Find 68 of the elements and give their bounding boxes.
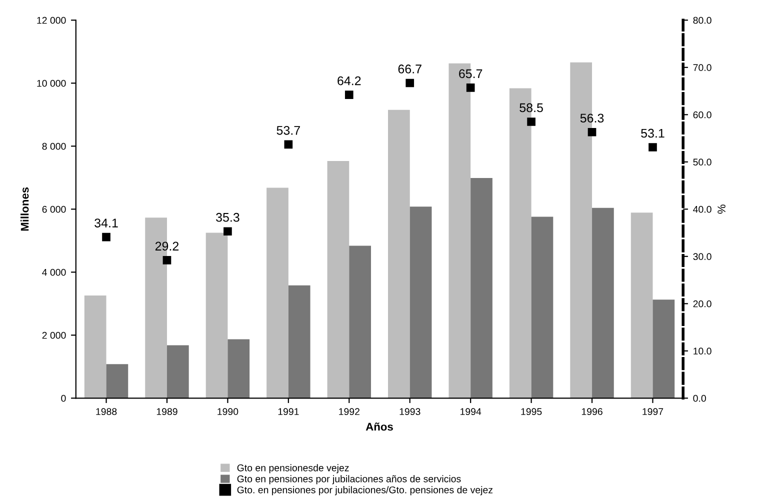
x-tick-label: 1994 — [460, 408, 482, 416]
y-tick-label: 4 000 — [42, 268, 66, 276]
x-tick-label: 1988 — [96, 408, 117, 416]
x-tick-label: 1991 — [278, 408, 299, 416]
x-tick-label: 1996 — [582, 408, 602, 416]
bar — [266, 188, 288, 398]
y2-tick-label: 30.0 — [693, 253, 712, 260]
bar — [630, 212, 653, 398]
point — [588, 128, 596, 136]
bar — [228, 339, 250, 398]
point — [466, 84, 475, 92]
y2-tick-label: 70.0 — [693, 64, 712, 72]
bar — [166, 345, 189, 398]
y-tick-label: 6 000 — [42, 206, 66, 213]
legend-label: Gto en pensionesde vejez — [237, 464, 349, 474]
point — [648, 143, 657, 152]
y-tick-label: 10 000 — [37, 80, 66, 87]
y2-tick-label: 20.0 — [693, 300, 712, 308]
bar — [388, 110, 410, 398]
bar — [531, 216, 554, 398]
bar — [327, 160, 350, 398]
point — [406, 78, 414, 88]
y-tick-label: 12 000 — [37, 16, 66, 24]
data-label: 53.1 — [641, 128, 664, 138]
y-tick-label: 2 000 — [42, 332, 66, 339]
bar — [592, 208, 614, 398]
point — [102, 232, 110, 242]
point — [527, 118, 536, 126]
data-label: 56.3 — [580, 114, 604, 123]
data-label: 53.7 — [276, 126, 300, 135]
y2-tick-label: 0.0 — [693, 394, 706, 402]
legend-label: Gto. en pensiones por jubilaciones/Gto. pensiones de vejez — [237, 486, 493, 496]
bar — [84, 295, 106, 398]
data-label: 64.2 — [338, 76, 361, 86]
x-tick-label: 1989 — [156, 408, 178, 416]
bar — [410, 206, 432, 398]
y-axis-title: Millones — [20, 187, 29, 231]
point — [344, 90, 354, 99]
x-tick-label: 1993 — [400, 408, 420, 416]
bar — [470, 178, 492, 398]
y-tick-label: 8 000 — [42, 142, 66, 150]
legend-label: Gto en pensiones por jubilaciones años de servicios — [237, 475, 461, 484]
point — [224, 227, 232, 236]
x-tick-label: 1995 — [521, 408, 542, 416]
data-label: 66.7 — [398, 64, 422, 74]
bar — [349, 246, 371, 398]
data-label: 34.1 — [94, 218, 118, 228]
bar — [206, 232, 228, 398]
y2-tick-label: 60.0 — [693, 111, 712, 118]
y2-tick-label: 10.0 — [694, 348, 712, 355]
x-tick-label: 1992 — [339, 408, 360, 416]
y2-tick-label: 40.0 — [693, 206, 712, 213]
x-tick-label: 1990 — [218, 408, 238, 416]
bar — [288, 285, 310, 398]
x-axis-title: Años — [366, 422, 393, 431]
y-tick-label: 0 — [61, 394, 66, 402]
x-tick-label: 1997 — [642, 408, 664, 416]
point — [162, 256, 172, 264]
y2-tick-label: 50.0 — [693, 158, 712, 166]
y2-tick-label: 80.0 — [693, 16, 712, 24]
point — [284, 140, 293, 149]
bar — [106, 364, 128, 398]
bar — [652, 300, 675, 398]
data-label: 58.5 — [520, 103, 543, 112]
data-label: 35.3 — [216, 212, 240, 222]
y2-axis-title: % — [718, 204, 726, 214]
data-label: 65.7 — [459, 69, 482, 78]
data-label: 29.2 — [155, 242, 179, 251]
